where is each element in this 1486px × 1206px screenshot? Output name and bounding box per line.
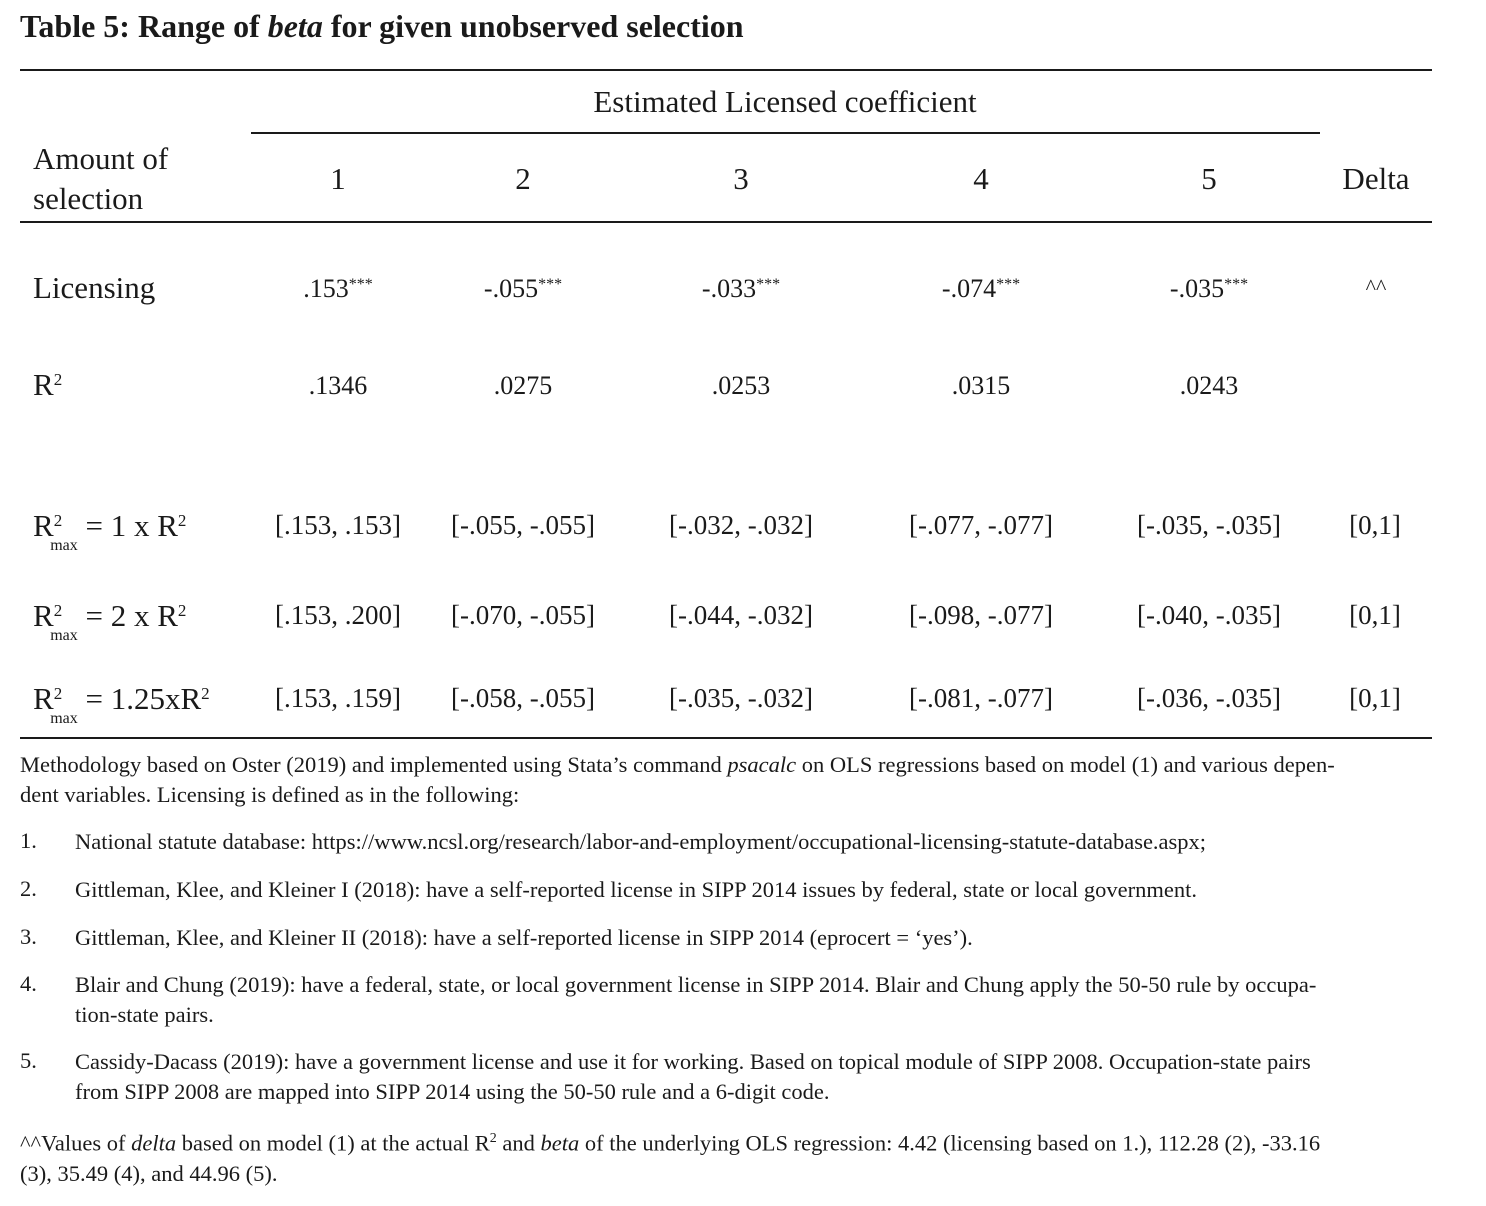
rmax2-value-5: [-.040, -.035] <box>1137 600 1281 630</box>
table-title: Table 5: Range of beta for given unobser… <box>20 8 744 44</box>
rmax2-value-3: [-.044, -.032] <box>669 600 813 630</box>
rmax2-value-1: [.153, .200] <box>275 600 401 630</box>
r2-value-2: .0275 <box>493 371 553 400</box>
rmax1-value-4: [-.077, -.077] <box>909 510 1053 540</box>
r2-value-1: .1346 <box>308 371 368 400</box>
r2-value-4: .0315 <box>951 371 1011 400</box>
r2-row-label: R2 <box>33 367 63 402</box>
delta-note: ^^Values of delta based on model (1) at … <box>20 1130 1321 1186</box>
rmax1-value-3: [-.032, -.032] <box>669 510 813 540</box>
header-rule <box>20 221 1432 223</box>
licensing-delta: ^^ <box>1365 274 1387 299</box>
column-header-2: 2 <box>515 161 531 196</box>
rmax3-delta: [0,1] <box>1349 683 1401 713</box>
column-header-1: 1 <box>330 161 346 196</box>
rmax1-value-1: [.153, .153] <box>275 510 401 540</box>
note-item-5: Cassidy-Dacass (2019): have a government… <box>75 1049 1311 1104</box>
methodology-note: Methodology based on Oster (2019) and im… <box>20 752 1335 807</box>
rmax2-value-4: [-.098, -.077] <box>909 600 1053 630</box>
note-item-2: Gittleman, Klee, and Kleiner I (2018): h… <box>75 877 1197 902</box>
row-label-header-line2: selection <box>33 181 144 216</box>
note-item-3: Gittleman, Klee, and Kleiner II (2018): … <box>75 925 973 950</box>
rmax3-value-5: [-.036, -.035] <box>1137 683 1281 713</box>
licensing-value-5: -.035*** <box>1169 274 1249 303</box>
note-item-5-number: 5. <box>20 1048 37 1073</box>
note-item-4-number: 4. <box>20 971 37 996</box>
rmax1-value-2: [-.055, -.055] <box>451 510 595 540</box>
rmax1-value-5: [-.035, -.035] <box>1137 510 1281 540</box>
column-header-5: 5 <box>1201 161 1217 196</box>
bottom-rule <box>20 737 1432 739</box>
column-header-4: 4 <box>973 161 989 196</box>
note-item-2-number: 2. <box>20 876 37 901</box>
rmax3-value-3: [-.035, -.032] <box>669 683 813 713</box>
top-rule <box>20 69 1432 71</box>
rmax2-value-2: [-.070, -.055] <box>451 600 595 630</box>
rmax3-value-2: [-.058, -.055] <box>451 683 595 713</box>
group-rule <box>251 132 1320 134</box>
column-header-3: 3 <box>733 161 749 196</box>
delta-header: Delta <box>1342 161 1410 196</box>
licensing-value-2: -.055*** <box>483 274 563 303</box>
licensing-row-label: Licensing <box>33 270 156 305</box>
rmax3-value-1: [.153, .159] <box>275 683 401 713</box>
note-item-3-number: 3. <box>20 924 37 949</box>
licensing-value-3: -.033*** <box>701 274 781 303</box>
rmax2-delta: [0,1] <box>1349 600 1401 630</box>
rmax3-row-label: R2max = 1.25xR2 <box>33 681 210 727</box>
rmax2-row-label: R2max = 2 x R2 <box>33 598 187 644</box>
r2-value-5: .0243 <box>1179 371 1239 400</box>
note-item-1-number: 1. <box>20 828 37 853</box>
row-label-header-line1: Amount of <box>33 141 169 176</box>
licensing-value-4: -.074*** <box>941 274 1021 303</box>
licensing-value-1: .153*** <box>303 274 373 303</box>
note-item-4: Blair and Chung (2019): have a federal, … <box>75 972 1317 1027</box>
group-label: Estimated Licensed coefficient <box>593 84 977 119</box>
r2-value-3: .0253 <box>711 371 771 400</box>
rmax1-delta: [0,1] <box>1349 510 1401 540</box>
note-item-1: National statute database: https://www.n… <box>75 829 1207 854</box>
rmax1-row-label: R2max = 1 x R2 <box>33 508 187 554</box>
rmax3-value-4: [-.081, -.077] <box>909 683 1053 713</box>
